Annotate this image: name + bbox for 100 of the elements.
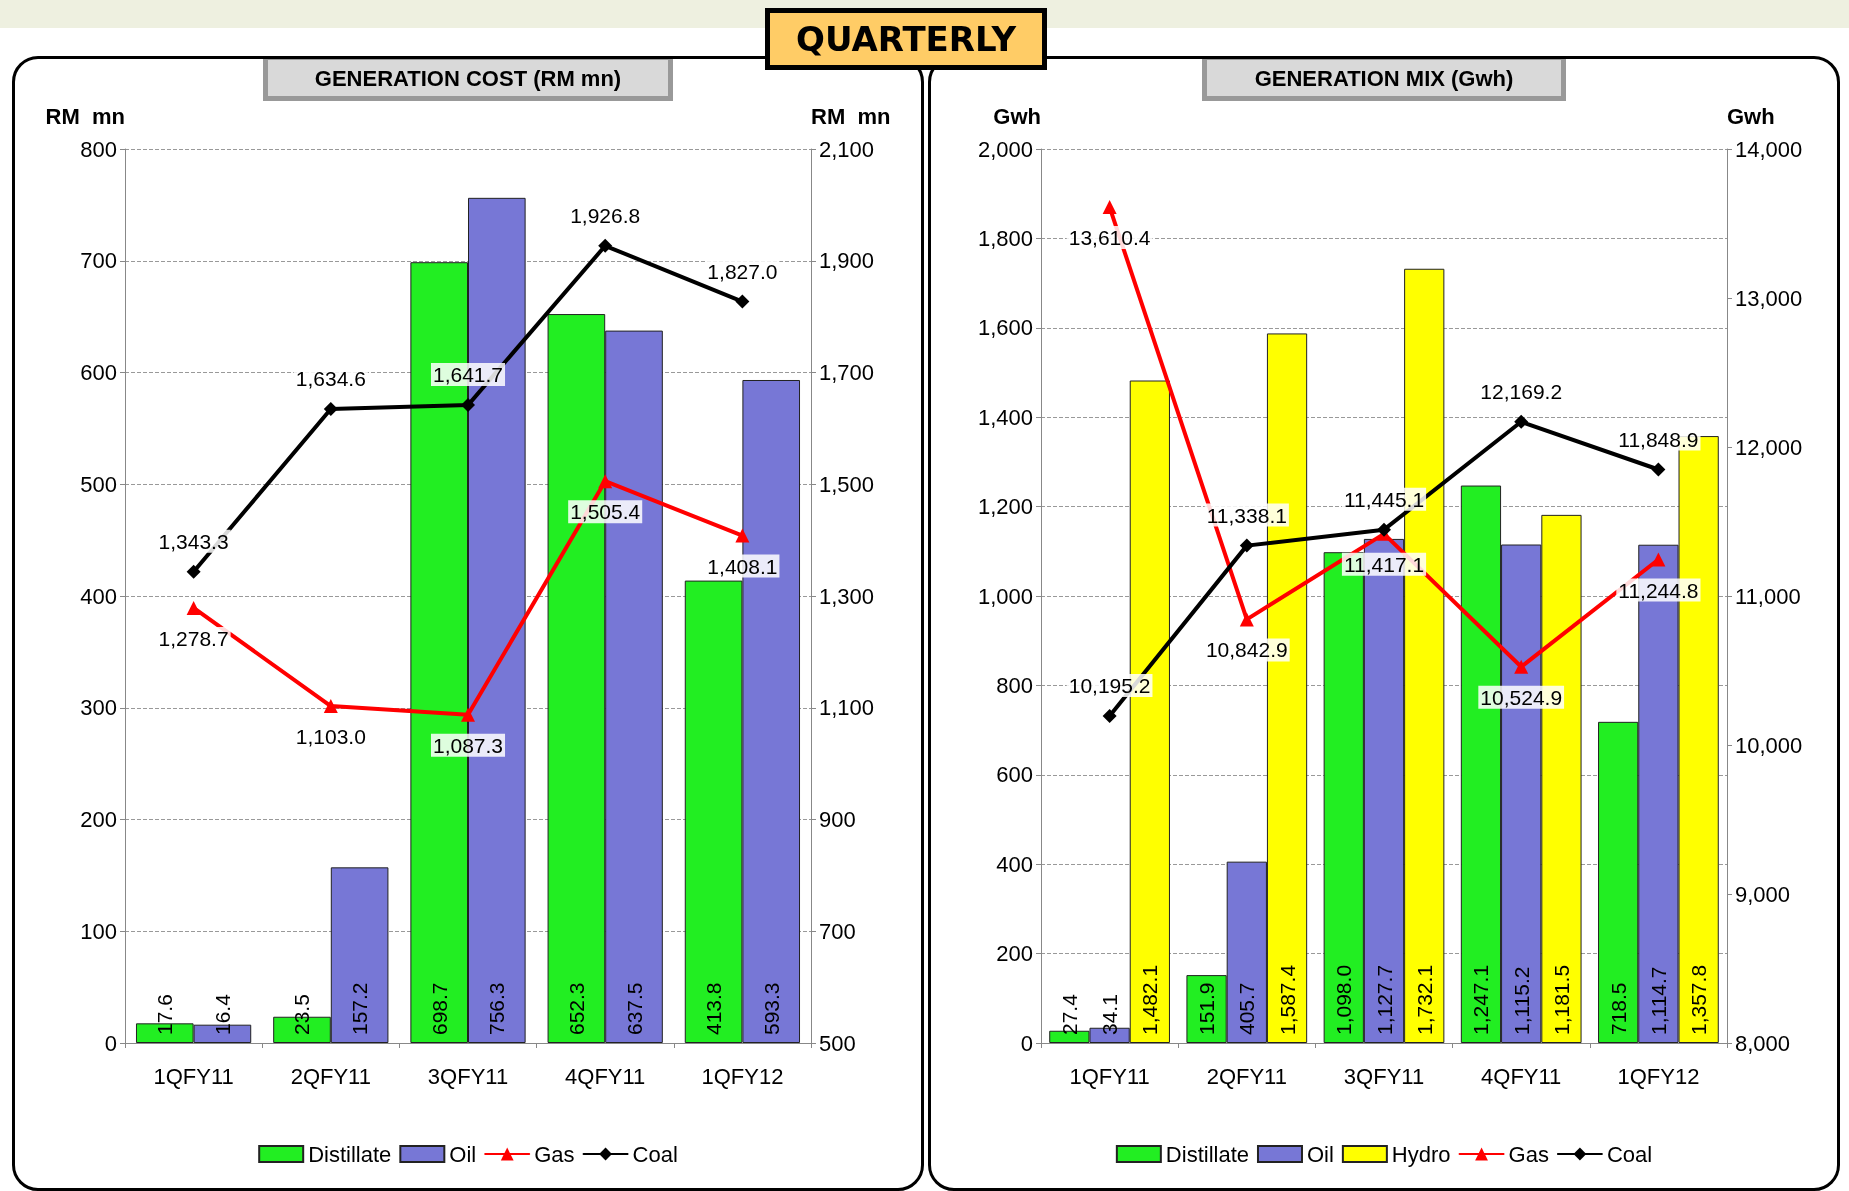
y2-tick-label: 12,000 <box>1735 434 1803 460</box>
y-tick-label: 400 <box>80 583 117 609</box>
y-tick-label: 200 <box>80 807 117 832</box>
data-label: 1,098.0 <box>1332 964 1356 1035</box>
point <box>461 707 475 722</box>
data-label: 652.3 <box>564 982 588 1035</box>
y2-tick-label: 13,000 <box>1735 285 1803 311</box>
x-tick-label: 2QFY11 <box>1206 1063 1287 1089</box>
legend-label: Gas <box>1508 1141 1549 1167</box>
y-tick-label: 0 <box>1020 1030 1033 1056</box>
y-tick-label: 800 <box>80 136 117 162</box>
data-label: 756.3 <box>485 982 509 1035</box>
point <box>735 528 750 543</box>
legend-label: Oil <box>1306 1141 1334 1167</box>
y-tick-label: 600 <box>996 762 1033 788</box>
y2-tick-label: 1,100 <box>819 695 875 721</box>
text: QUARTERLY <box>765 8 1047 70</box>
y-tick-label: 200 <box>996 941 1033 967</box>
data-label: 405.7 <box>1235 982 1259 1035</box>
point <box>323 699 338 714</box>
data-label: 1,357.8 <box>1687 964 1711 1035</box>
data-label: 1,115.2 <box>1509 966 1533 1035</box>
x-tick-label: 1QFY11 <box>153 1063 234 1089</box>
point <box>1102 708 1117 723</box>
y2-tick-label: 900 <box>819 807 856 832</box>
y-tick-label: 100 <box>80 918 117 944</box>
y2-tick-label: 9,000 <box>1735 881 1791 907</box>
point <box>323 402 338 417</box>
point <box>1514 659 1529 674</box>
y2-tick-label: 1,500 <box>819 471 875 497</box>
data-label: 1,247.1 <box>1469 964 1493 1035</box>
data-label: 698.7 <box>427 982 451 1035</box>
y-tick-label: 600 <box>80 360 117 385</box>
y2-tick-label: 10,000 <box>1735 732 1803 758</box>
y2-tick-label: 1,900 <box>819 248 875 274</box>
data-label: 1,827.0 <box>707 259 778 283</box>
legend-label: Coal <box>1606 1141 1653 1167</box>
legend-label: Coal <box>632 1141 678 1167</box>
y-tick-label: 400 <box>996 851 1033 877</box>
point <box>1651 552 1666 567</box>
y2-tick-label: 700 <box>819 918 856 944</box>
legend-label: Oil <box>449 1141 477 1167</box>
point <box>1239 538 1254 553</box>
x-tick-label: 1QFY11 <box>1069 1063 1150 1089</box>
x-tick-label: 3QFY11 <box>1343 1063 1425 1089</box>
data-label: 1,505.4 <box>570 500 641 524</box>
data-label: 11,338.1 <box>1206 503 1287 527</box>
data-label: 1,926.8 <box>570 203 641 227</box>
data-label: 34.1 <box>1098 994 1122 1035</box>
data-label: 637.5 <box>622 982 646 1035</box>
data-label: 17.6 <box>153 994 177 1035</box>
data-label: 718.5 <box>1606 982 1630 1035</box>
data-label: 1,181.5 <box>1549 964 1573 1035</box>
y2-tick-label: 1,300 <box>819 583 875 609</box>
y2-axis-title: Gwh <box>1727 103 1775 129</box>
data-label: 16.4 <box>210 993 234 1035</box>
legend-label: Hydro <box>1391 1141 1451 1167</box>
y-tick-label: 2,000 <box>977 136 1033 162</box>
data-label: 1,732.1 <box>1412 964 1436 1035</box>
point <box>1102 200 1117 215</box>
y-tick-label: 1,400 <box>977 404 1033 430</box>
point <box>598 474 613 489</box>
point <box>735 294 750 309</box>
data-label: 1,127.7 <box>1372 964 1396 1035</box>
data-label: 11,244.8 <box>1618 578 1699 602</box>
y-tick-label: 1,600 <box>977 315 1033 341</box>
x-tick-label: 3QFY11 <box>427 1063 509 1089</box>
point <box>186 600 201 615</box>
data-label: 157.2 <box>348 982 372 1035</box>
y-axis-title: RM mn <box>45 103 125 129</box>
y-tick-label: 1,800 <box>977 225 1033 251</box>
data-label: 11,848.9 <box>1618 427 1699 451</box>
y-tick-label: 800 <box>996 672 1033 698</box>
y2-tick-label: 8,000 <box>1735 1030 1791 1056</box>
x-tick-label: 2QFY11 <box>290 1063 371 1089</box>
chart-title: GENERATION MIX (Gwh) <box>1254 65 1514 91</box>
point <box>1239 612 1254 627</box>
data-label: 10,842.9 <box>1205 638 1288 662</box>
y2-tick-label: 1,700 <box>819 360 875 385</box>
legend-label: Distillate <box>308 1141 392 1167</box>
point <box>598 238 613 253</box>
data-label: 1,408.1 <box>707 554 778 578</box>
data-label: 1,641.7 <box>432 363 504 387</box>
data-label: 413.8 <box>702 982 726 1035</box>
data-label: 1,278.7 <box>158 626 229 650</box>
data-label: 1,343.3 <box>158 529 229 553</box>
point <box>461 398 475 413</box>
y-tick-label: 0 <box>104 1030 117 1056</box>
data-label: 23.5 <box>290 994 314 1035</box>
data-label: 27.4 <box>1057 993 1081 1035</box>
data-label: 12,169.2 <box>1480 379 1563 403</box>
legend-label: Gas <box>534 1141 575 1167</box>
y-tick-label: 700 <box>80 248 117 274</box>
y2-tick-label: 14,000 <box>1735 136 1803 162</box>
y-tick-label: 500 <box>80 471 117 497</box>
data-label: 1,114.7 <box>1646 966 1670 1035</box>
y2-tick-label: 500 <box>819 1030 856 1056</box>
data-label: 11,445.1 <box>1343 487 1425 511</box>
y2-tick-label: 2,100 <box>819 136 875 162</box>
data-label: 593.3 <box>759 982 783 1035</box>
